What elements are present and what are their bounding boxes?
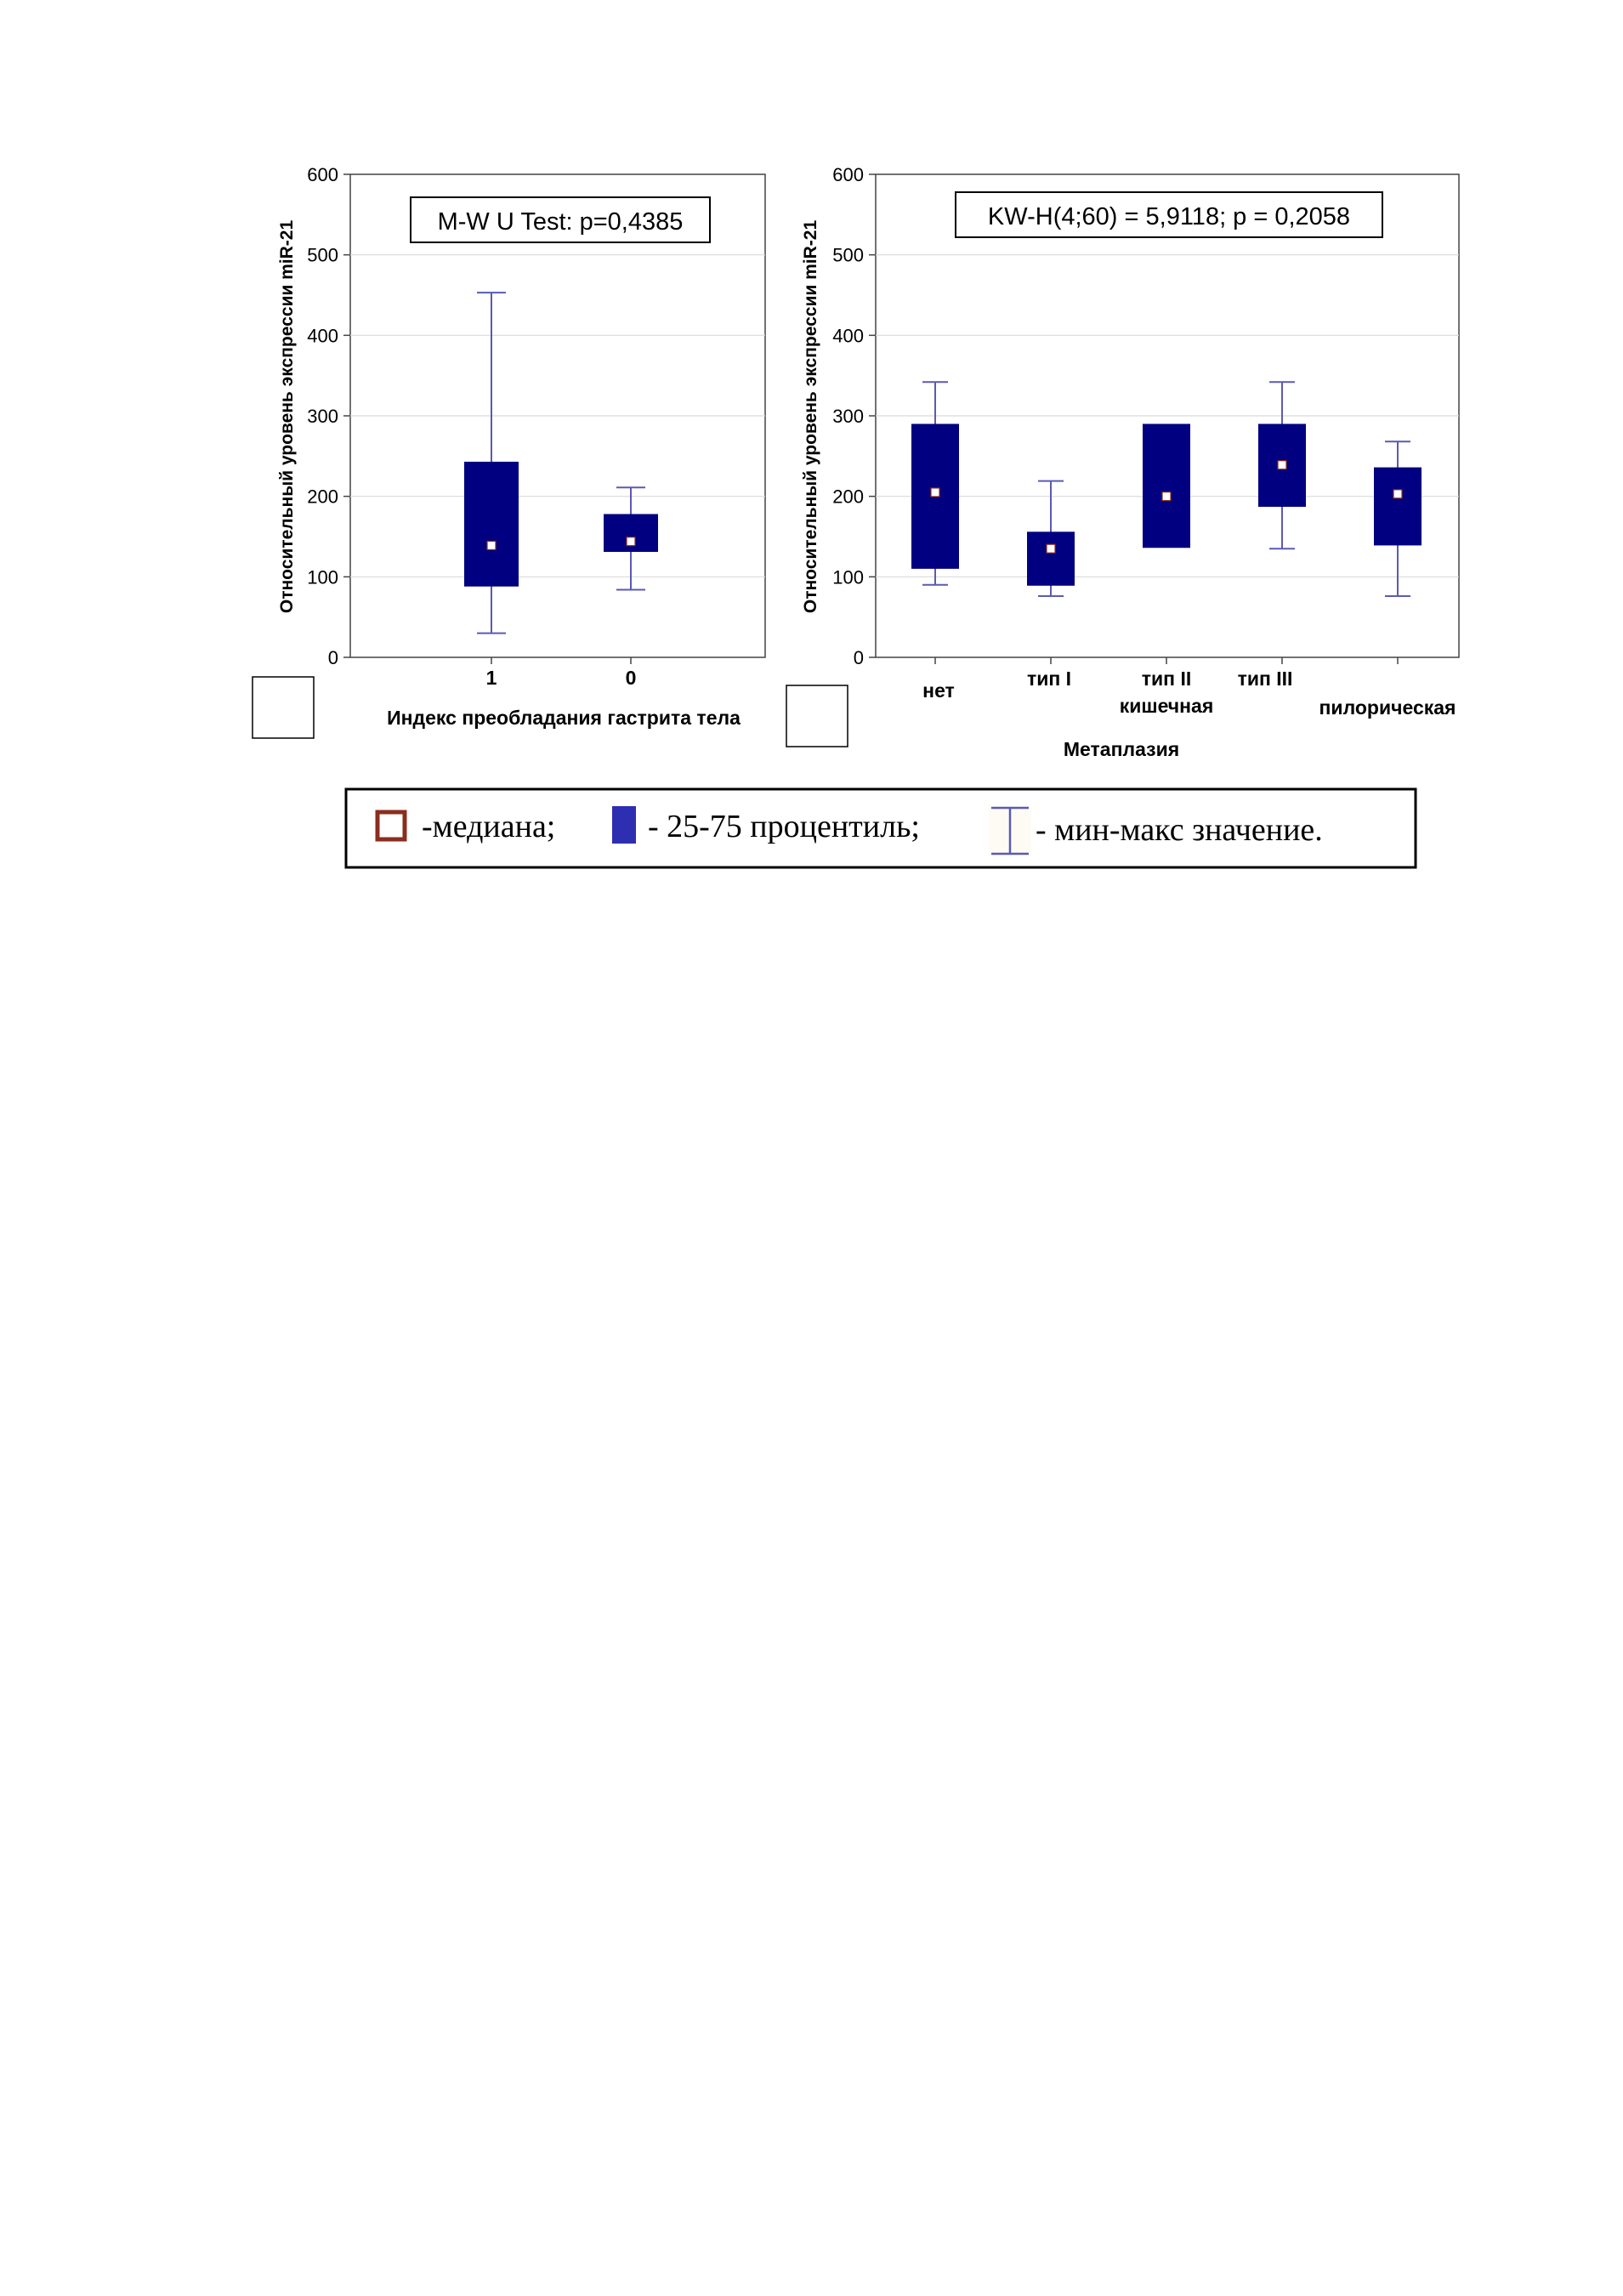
y-axis-ticks: 0 100 200 300 400 500 600 — [832, 164, 876, 668]
iqr-box — [1143, 423, 1190, 548]
y-tick-label: 200 — [832, 486, 864, 508]
y-tick-label: 400 — [307, 325, 338, 346]
box-1 — [464, 292, 519, 634]
x-tick-label: 1 — [486, 667, 497, 689]
x-tick-label: тип I — [1027, 668, 1071, 690]
median-marker — [1277, 460, 1287, 470]
y-tick-label: 600 — [307, 164, 338, 185]
x-axis-label: Метаплазия — [1064, 738, 1179, 760]
iqr-box — [1027, 531, 1075, 586]
median-marker — [626, 537, 636, 547]
box-5 — [1374, 440, 1422, 598]
y-tick-label: 500 — [832, 245, 864, 266]
stat-annotation-text: KW-H(4;60) = 5,9118; p = 0,2058 — [988, 203, 1350, 230]
legend-median-label: -медиана; — [422, 809, 555, 844]
panel-marker-box — [786, 685, 848, 747]
legend-box-label: - 25-75 процентиль; — [648, 809, 920, 844]
box-swatch-icon — [612, 806, 636, 844]
box-4 — [1258, 381, 1306, 550]
iqr-box — [1374, 467, 1422, 546]
y-tick-label: 600 — [832, 164, 864, 185]
median-marker — [486, 540, 497, 551]
stat-annotation-text: M-W U Test: p=0,4385 — [438, 208, 684, 236]
y-axis-ticks: 0 100 200 300 400 500 600 — [307, 164, 350, 668]
y-tick-label: 200 — [307, 486, 338, 508]
y-tick-label: 300 — [307, 406, 338, 427]
whisker-icon — [989, 806, 1031, 855]
y-tick-label: 500 — [307, 245, 338, 266]
legend: -медиана; - 25-75 процентиль; - мин-макс… — [344, 787, 1417, 869]
iqr-box — [464, 461, 519, 587]
box-series — [464, 292, 658, 634]
x-tick-label: тип II кишечная — [1120, 668, 1214, 717]
x-tick-label: 0 — [626, 667, 637, 689]
median-marker — [1393, 489, 1403, 499]
median-marker — [1161, 492, 1172, 502]
median-marker-icon — [375, 810, 407, 842]
legend-whisker-label: - мин-макс значение. — [1036, 812, 1323, 848]
x-tick-label: тип III — [1238, 668, 1293, 690]
median-marker — [1046, 543, 1056, 554]
box-3 — [1143, 423, 1190, 548]
x-axis-label: Индекс преобладания гастрита тела — [387, 707, 741, 729]
box-2 — [1027, 480, 1075, 598]
gridlines — [350, 254, 765, 577]
legend-frame — [344, 787, 1417, 869]
y-axis-label: Относительный уровень экспрессии miR-21 — [277, 220, 297, 614]
box-1 — [911, 381, 959, 586]
y-tick-label: 400 — [832, 325, 864, 346]
y-tick-label: 100 — [307, 566, 338, 588]
iqr-box — [604, 514, 658, 552]
panel-marker-box — [252, 676, 315, 739]
x-tick-label: нет — [922, 679, 955, 702]
y-axis-label: Относительный уровень экспрессии miR-21 — [801, 220, 820, 614]
y-tick-label: 100 — [832, 566, 864, 588]
chart-metaplasia: 0 100 200 300 400 500 600 нет тип I тип II кишечн… — [786, 164, 1460, 760]
stat-annotation-box — [410, 196, 711, 243]
box-2 — [604, 486, 658, 591]
y-tick-label: 300 — [832, 406, 864, 427]
x-tick-label: пилорическая — [1319, 696, 1456, 719]
x-axis-ticks: нет тип I тип II кишечная тип III пилорическа… — [922, 657, 1456, 719]
box-series — [911, 381, 1422, 598]
median-marker — [930, 487, 940, 497]
y-tick-label: 0 — [328, 647, 338, 668]
y-tick-label: 0 — [854, 647, 864, 668]
gridlines — [876, 254, 1459, 577]
stat-annotation-box — [955, 191, 1383, 238]
